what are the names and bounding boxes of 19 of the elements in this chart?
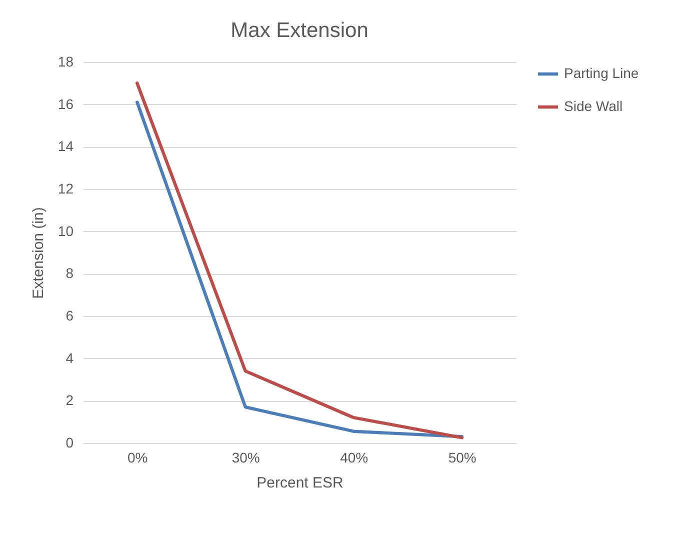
x-tick-label: 40% [340,450,368,466]
chart-title: Max Extension [230,19,368,42]
y-tick-label: 10 [58,222,74,239]
y-tick-label: 2 [66,392,74,408]
y-tick-label: 18 [58,54,74,70]
x-tick-label: 0% [128,450,148,466]
x-tick-label: 30% [232,450,260,466]
y-axis-title: Extension (in) [30,207,47,299]
y-tick-label: 6 [66,308,74,324]
y-tick-label: 8 [66,265,74,282]
y-tick-label: 4 [66,350,74,366]
legend-label: Side Wall [564,98,623,114]
y-tick-label: 12 [58,180,74,196]
y-tick-label: 16 [58,96,74,112]
x-tick-label: 50% [448,450,476,466]
x-axis-title: Percent ESR [256,474,344,492]
legend-label: Parting Line [564,65,639,81]
y-tick-label: 14 [58,138,74,154]
y-tick-label: 0 [66,434,74,450]
